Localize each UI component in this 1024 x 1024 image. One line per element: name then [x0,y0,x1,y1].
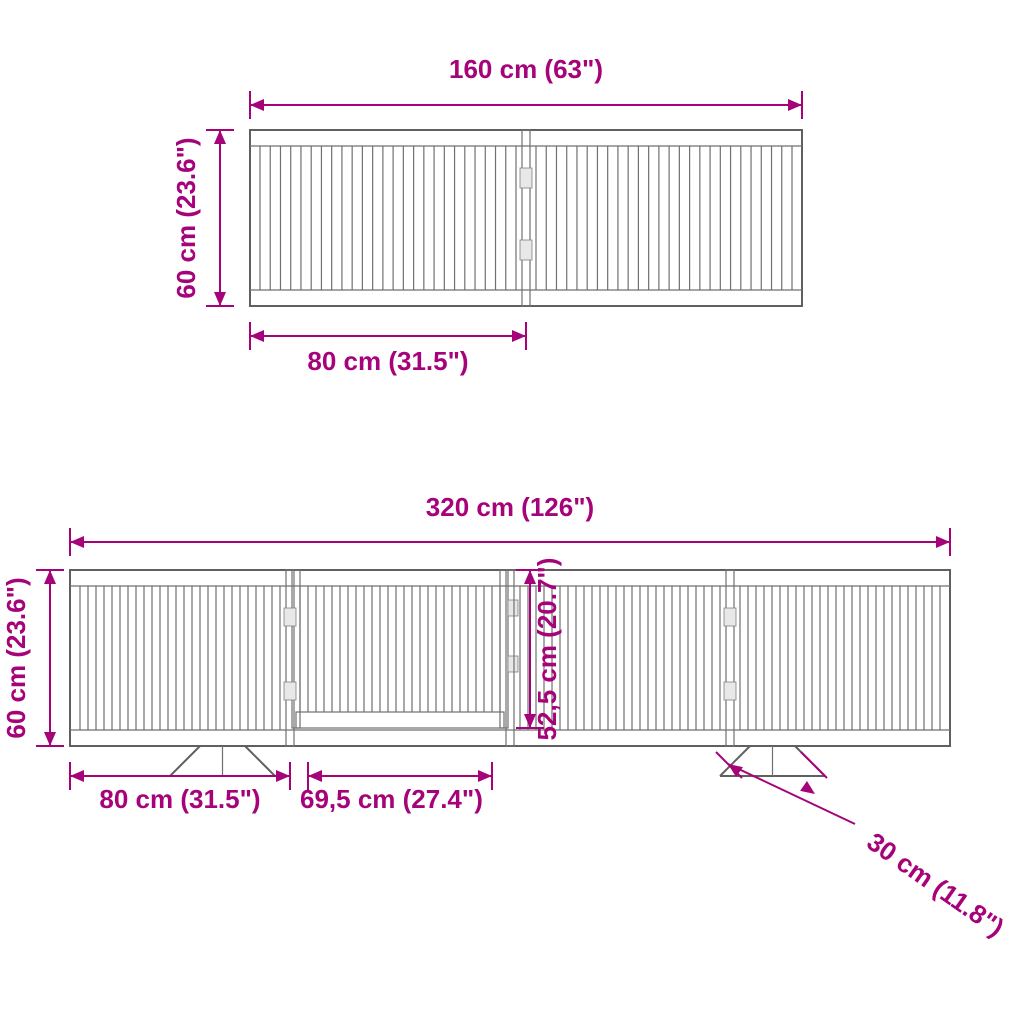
dim-bot-gate-w-label: 69,5 cm (27.4") [300,784,483,814]
dim-bot-width: 320 cm (126") [70,492,950,556]
dim-top-height: 60 cm (23.6") [171,130,234,306]
dim-bot-height-label: 60 cm (23.6") [1,577,31,738]
dim-bot-gate-w: 69,5 cm (27.4") [300,762,492,814]
dim-top-half-label: 80 cm (31.5") [307,346,468,376]
dim-bot-gate-h-label: 52,5 cm (20.7") [532,558,562,741]
dim-top-width: 160 cm (63") [250,54,802,119]
dim-top-height-label: 60 cm (23.6") [171,137,201,298]
dim-bot-height: 60 cm (23.6") [1,570,64,746]
dim-bot-seg: 80 cm (31.5") [70,762,290,814]
dim-bot-width-label: 320 cm (126") [426,492,594,522]
dim-top-width-label: 160 cm (63") [449,54,603,84]
dim-bot-gate-h: 52,5 cm (20.7") [516,558,562,741]
dim-bot-foot: 30 cm (11.8") [716,752,1010,943]
dim-bot-seg-label: 80 cm (31.5") [99,784,260,814]
dimension-diagram: 160 cm (63") 60 cm (23.6") 80 cm (31.5") 32… [0,0,1024,1024]
dim-top-half: 80 cm (31.5") [250,322,526,376]
dim-bot-foot-label: 30 cm (11.8") [862,826,1010,942]
